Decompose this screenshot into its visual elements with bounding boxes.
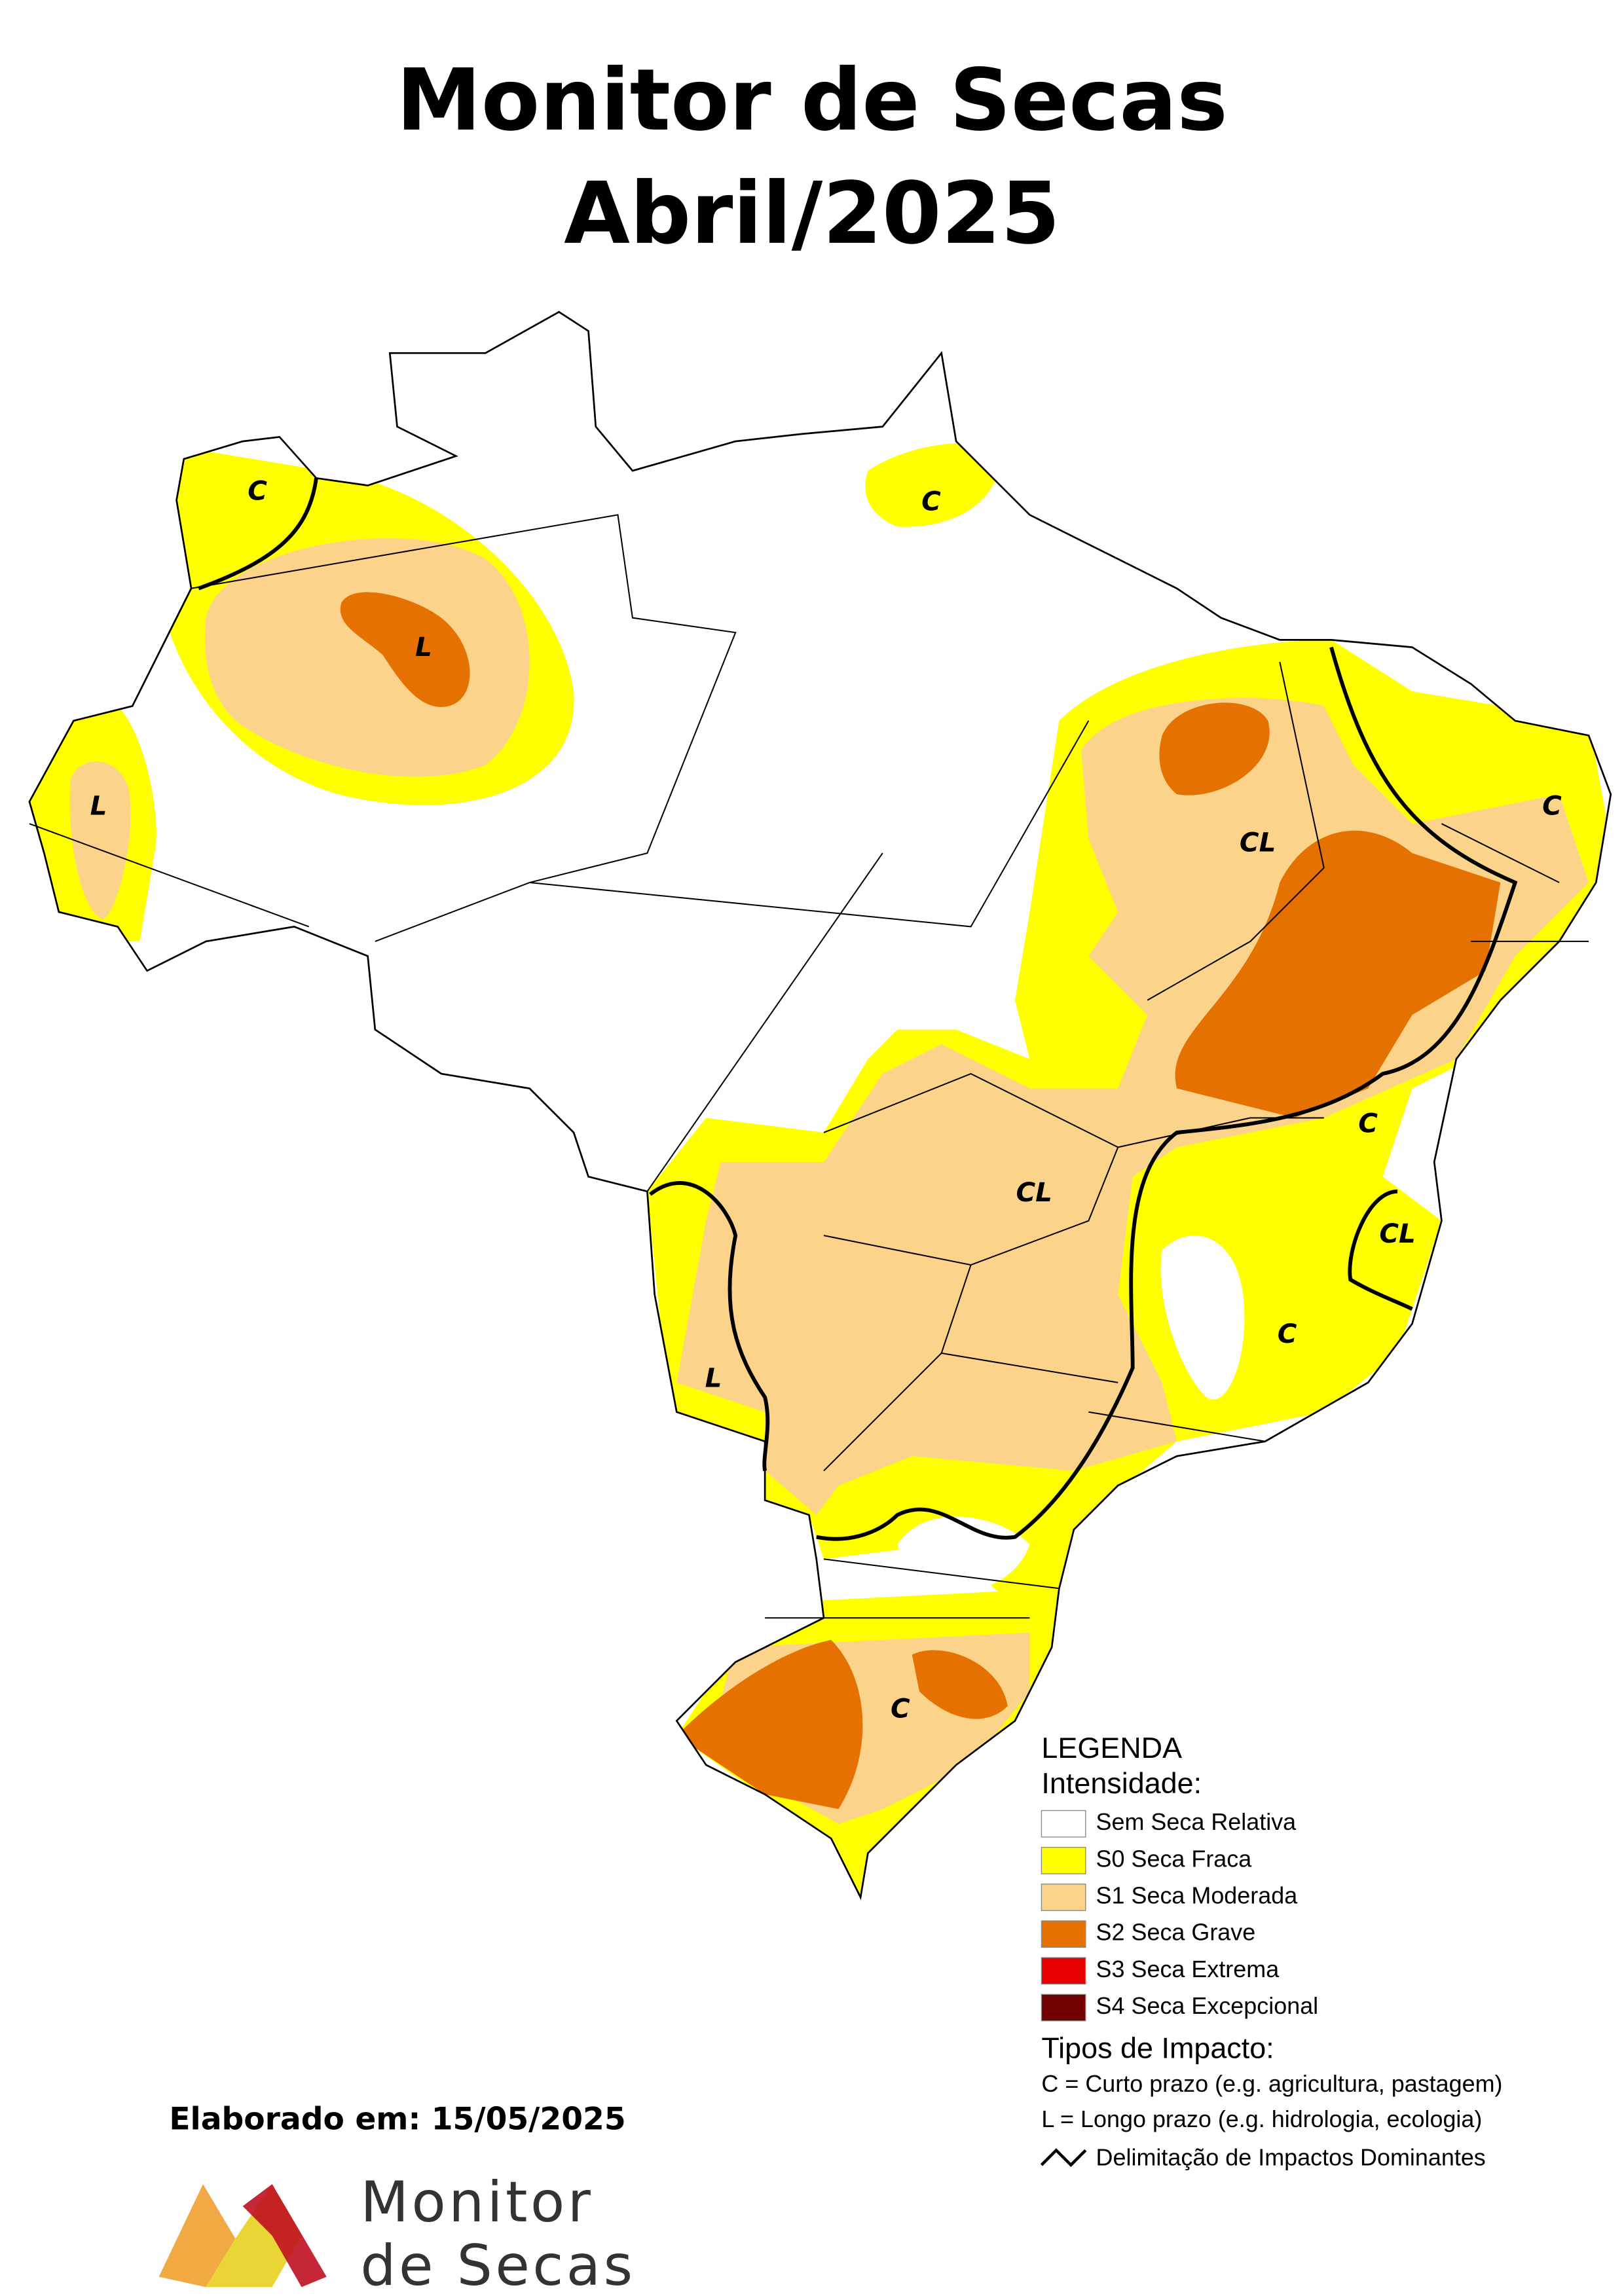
impact-type: L = Longo prazo (e.g. hidrologia, ecolog…	[1041, 2105, 1482, 2132]
impact-label: CL	[1379, 1218, 1415, 1249]
drought-area	[1175, 830, 1501, 1118]
legend-label: S3 Seca Extrema	[1096, 1956, 1280, 1982]
drought-area	[1159, 702, 1270, 795]
legend-swatch	[1041, 1957, 1086, 1985]
impact-label: L	[705, 1362, 722, 1393]
impact-label: C	[1358, 1108, 1378, 1139]
date: Elaborado em: 15/05/2025	[169, 2101, 625, 2137]
legend-swatch	[1041, 1884, 1086, 1911]
no-drought-area	[1160, 1235, 1245, 1400]
impact-label: C	[1278, 1318, 1297, 1349]
legend-swatch	[1041, 1920, 1086, 1948]
legend-label: Sem Seca Relativa	[1096, 1808, 1297, 1835]
logo-text: Monitor	[360, 2170, 593, 2235]
impact-label: C	[248, 475, 267, 507]
legend-swatch	[1041, 1846, 1086, 1874]
impact-label: L	[415, 631, 432, 663]
impact-label: C	[1542, 790, 1562, 821]
logo-text: de Secas	[360, 2234, 635, 2296]
legend-label: S1 Seca Moderada	[1096, 1882, 1298, 1909]
legend-swatch	[1041, 1810, 1086, 1838]
impact-type: C = Curto prazo (e.g. agricultura, pasta…	[1041, 2070, 1502, 2097]
drought-area	[912, 1650, 1008, 1719]
drought-area	[69, 761, 131, 920]
title-line: Monitor de Secas	[396, 50, 1228, 150]
impact-label: CL	[1016, 1176, 1052, 1208]
title-line: Abril/2025	[564, 164, 1060, 263]
impact-label: L	[90, 790, 107, 821]
logo: Monitor de Secas	[158, 2170, 635, 2296]
boundary-label: Delimitação de Impactos Dominantes	[1096, 2143, 1486, 2170]
boundary-icon	[1040, 2148, 1087, 2168]
impact-title: Tipos de Impacto:	[1041, 2032, 1274, 2065]
impact-label: CL	[1240, 827, 1276, 858]
legend-label: S4 Seca Excepcional	[1096, 1992, 1319, 2019]
legend-title: LEGENDA	[1041, 1731, 1182, 1764]
drought-area	[676, 1639, 863, 1810]
legend-label: S2 Seca Grave	[1096, 1919, 1256, 1946]
drought-area	[205, 538, 530, 777]
legend-swatch	[1041, 1994, 1086, 2022]
impact-label: C	[921, 485, 941, 517]
legend-label: S0 Seca Fraca	[1096, 1845, 1252, 1872]
drought-area	[865, 443, 1001, 527]
legend: LEGENDA Intensidade: Tipos de Impacto: C…	[1040, 1731, 1503, 2170]
impact-label: C	[891, 1693, 910, 1724]
legend-subtitle: Intensidade:	[1041, 1766, 1202, 1800]
drought-area	[340, 592, 470, 707]
